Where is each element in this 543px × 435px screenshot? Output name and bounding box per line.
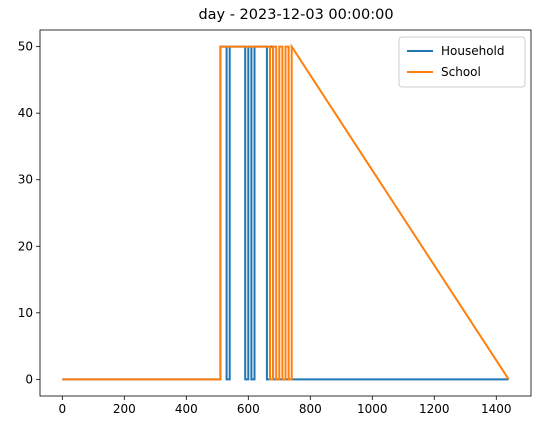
plot-frame bbox=[39, 29, 532, 397]
y-tick-label: 30 bbox=[18, 173, 33, 187]
plot-lines bbox=[62, 43, 510, 381]
x-tick-label: 1000 bbox=[357, 402, 388, 416]
x-tick-label: 200 bbox=[113, 402, 136, 416]
x-tick-label: 0 bbox=[58, 402, 66, 416]
y-tick-label: 40 bbox=[18, 106, 33, 120]
x-tick-label: 400 bbox=[175, 402, 198, 416]
x-tick-label: 1400 bbox=[481, 402, 512, 416]
legend: Household School bbox=[398, 36, 526, 88]
legend-box bbox=[398, 36, 526, 88]
legend-label-school: School bbox=[441, 65, 481, 79]
y-tick-label: 10 bbox=[18, 306, 33, 320]
y-tick-label: 20 bbox=[18, 239, 33, 253]
legend-label-household: Household bbox=[441, 44, 505, 58]
chart-title: day - 2023-12-03 00:00:00 bbox=[198, 7, 393, 23]
x-tick-label: 1200 bbox=[419, 402, 450, 416]
x-tick-label: 800 bbox=[299, 402, 322, 416]
series-line-school bbox=[62, 43, 510, 381]
y-tick-label: 50 bbox=[18, 40, 33, 54]
axes: 0 200 400 600 800 1000 1200 1400 0 10 20 30 40 50 bbox=[18, 29, 532, 416]
y-tick-label: 0 bbox=[25, 372, 33, 386]
x-tick-label: 600 bbox=[237, 402, 260, 416]
